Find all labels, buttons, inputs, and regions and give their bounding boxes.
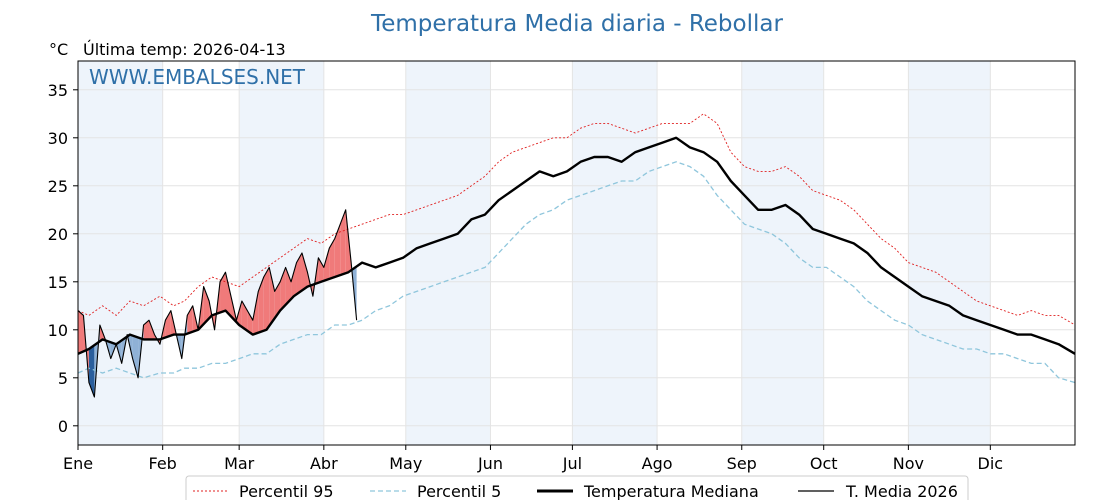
anomaly-fill <box>291 262 297 300</box>
series-lines <box>77 113 1076 398</box>
month-band <box>405 61 491 445</box>
anomaly-fill <box>203 286 210 325</box>
anomaly-fill <box>334 224 341 277</box>
y-axis: 0 5 10 15 20 25 30 35 <box>48 81 78 436</box>
month-bands <box>78 61 991 445</box>
watermark: WWW.EMBALSES.NET <box>89 65 306 89</box>
anomaly-fill <box>88 345 95 397</box>
anomaly-fill <box>225 272 231 317</box>
x-tick-label: Oct <box>810 454 838 473</box>
legend-p95-label: Percentil 95 <box>239 482 334 500</box>
anomaly-fill <box>296 253 302 295</box>
anomaly-fill <box>318 257 324 283</box>
anomaly-fill <box>132 335 139 378</box>
anomaly-fill <box>220 272 226 313</box>
year-2026-line <box>77 209 358 398</box>
x-tick-label: May <box>389 454 422 473</box>
x-tick-label: Mar <box>224 454 255 473</box>
legend-median-label: Temperatura Mediana <box>583 482 759 500</box>
percentil-95-line <box>77 113 1076 326</box>
month-band <box>741 61 824 445</box>
plot-frame <box>77 60 1076 446</box>
anomaly-fill <box>252 291 259 335</box>
anomaly-fill <box>340 209 346 276</box>
anomaly-fill <box>329 238 335 279</box>
percentil-5-line <box>77 161 1076 384</box>
x-tick-label: Sep <box>727 454 757 473</box>
x-tick-label: Nov <box>893 454 924 473</box>
x-tick-label: Ene <box>63 454 93 473</box>
anomaly-fill <box>258 277 264 333</box>
last-temp-label: Última temp: 2026-04-13 <box>83 40 286 59</box>
anomaly-fill <box>301 253 308 291</box>
x-tick-label: Dic <box>978 454 1004 473</box>
y-tick-label: 15 <box>48 273 68 292</box>
y-tick-label: 20 <box>48 225 68 244</box>
x-tick-label: Ago <box>642 454 673 473</box>
anomaly-fill <box>78 310 84 354</box>
legend-year-label: T. Media 2026 <box>845 482 958 500</box>
anomaly-fill <box>323 248 330 281</box>
y-tick-label: 35 <box>48 81 68 100</box>
anomaly-fill <box>187 305 193 334</box>
x-axis: Ene Feb Mar Abr May Jun Jul Ago Sep Oct Nov Dic <box>63 445 1003 473</box>
anomaly-fill <box>247 310 253 335</box>
anomaly-fill <box>285 267 292 305</box>
unit-label: °C <box>49 40 68 59</box>
y-tick-label: 25 <box>48 177 68 196</box>
legend-box <box>185 475 969 500</box>
x-tick-label: Jun <box>477 454 503 473</box>
month-band <box>239 61 324 445</box>
month-band <box>908 61 991 445</box>
x-tick-label: Abr <box>310 454 338 473</box>
y-tick-label: 5 <box>58 369 68 388</box>
anomaly-fill <box>263 267 270 331</box>
chart-title: Temperatura Media diaria - Rebollar <box>370 11 783 37</box>
y-tick-label: 0 <box>58 417 68 436</box>
anomaly-fill <box>269 267 275 326</box>
anomaly-fill <box>165 310 171 338</box>
anomaly-fill <box>143 320 150 340</box>
month-band <box>572 61 658 445</box>
y-tick-label: 10 <box>48 321 68 340</box>
legend-p5-label: Percentil 5 <box>417 482 501 500</box>
legend: Percentil 95 Percentil 5 Temperatura Med… <box>185 475 969 500</box>
x-tick-label: Jul <box>562 454 582 473</box>
median-line <box>77 136 1076 355</box>
y-tick-label: 30 <box>48 129 68 148</box>
x-tick-label: Feb <box>149 454 177 473</box>
anomaly-fill <box>274 281 281 319</box>
